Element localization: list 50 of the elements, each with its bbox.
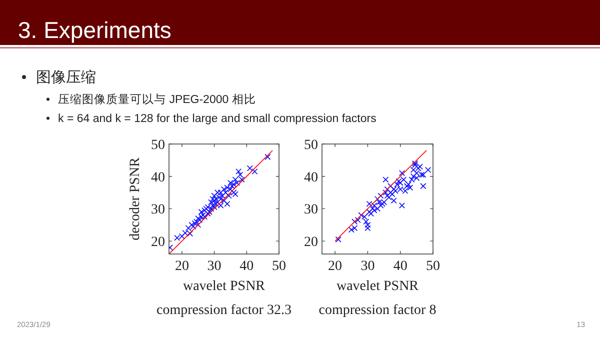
text: 压缩图像质量可以与 JPEG-2000 相比 xyxy=(58,92,256,106)
text: compression factor 8 xyxy=(318,303,436,318)
point xyxy=(390,198,397,204)
y-axis-title: decoder PSNR xyxy=(128,156,143,240)
x-tick-label: 30 xyxy=(207,259,222,274)
x-axis-title: wavelet PSNR xyxy=(182,279,266,294)
text: 3. Experiments xyxy=(18,17,172,43)
x-axis-title: wavelet PSNR xyxy=(336,279,420,294)
x-tick-label: 40 xyxy=(393,259,408,274)
point xyxy=(361,214,368,220)
point xyxy=(407,184,414,191)
point xyxy=(264,154,271,160)
y-tick-label: 20 xyxy=(151,235,165,250)
point xyxy=(236,168,242,174)
point xyxy=(214,190,221,196)
y-tick-label: 50 xyxy=(151,138,165,153)
point xyxy=(368,210,374,217)
point xyxy=(335,236,342,242)
text: compression factor 32.3 xyxy=(156,303,292,318)
point xyxy=(252,168,258,174)
point xyxy=(406,181,412,188)
point xyxy=(404,183,410,190)
y-tick-label: 30 xyxy=(151,202,165,218)
point xyxy=(364,225,371,232)
point xyxy=(398,170,405,176)
y-tick-label: 20 xyxy=(304,235,318,250)
text: k = 64 and k = 128 for the large and small compression factors xyxy=(58,113,377,125)
x-tick-label: 40 xyxy=(240,259,254,274)
x-tick-label: 50 xyxy=(426,259,440,274)
point xyxy=(237,172,244,178)
x-tick-label: 20 xyxy=(328,259,342,274)
point xyxy=(420,183,426,190)
point xyxy=(348,226,354,233)
x-tick-label: 30 xyxy=(360,259,375,274)
point xyxy=(246,165,253,172)
point xyxy=(363,218,370,225)
y-tick-label: 40 xyxy=(151,170,165,186)
point xyxy=(382,176,389,183)
y-tick-label: 30 xyxy=(304,202,318,218)
x-tick-label: 20 xyxy=(174,259,189,274)
point xyxy=(398,202,405,208)
point xyxy=(354,217,361,224)
y-tick-label: 40 xyxy=(304,170,318,186)
text: 图像压缩 xyxy=(36,69,96,86)
point xyxy=(425,166,432,173)
point xyxy=(410,173,416,180)
x-tick-label: 50 xyxy=(272,259,286,274)
y-tick-label: 50 xyxy=(304,138,318,153)
point xyxy=(364,222,371,228)
point xyxy=(352,225,358,232)
